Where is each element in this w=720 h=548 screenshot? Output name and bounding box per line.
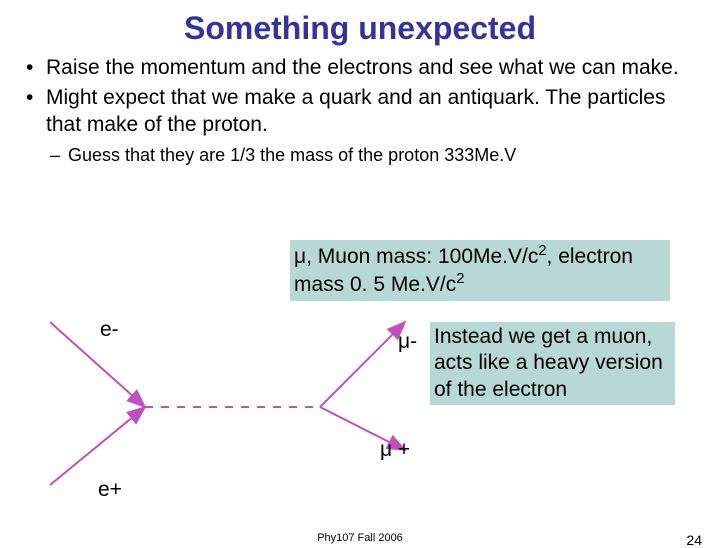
bullet-2-1: Guess that they are 1/3 the mass of the … bbox=[24, 144, 696, 167]
bullet-list: Raise the momentum and the electrons and… bbox=[0, 55, 720, 167]
muon-mass-box: μ, Muon mass: 100Me.V/c2, electron mass … bbox=[290, 240, 670, 301]
label-e-minus: e- bbox=[100, 318, 119, 342]
sup-1: 2 bbox=[538, 243, 546, 259]
footer-center: Phy107 Fall 2006 bbox=[0, 532, 720, 544]
result-box: Instead we get a muon, acts like a heavy… bbox=[430, 322, 675, 405]
feynman-diagram bbox=[30, 310, 430, 500]
slide-title: Something unexpected bbox=[0, 0, 720, 55]
bullet-2: Might expect that we make a quark and an… bbox=[24, 85, 696, 138]
sup-2: 2 bbox=[456, 271, 464, 287]
muon-mass-text-1: μ, Muon mass: 100Me.V/c bbox=[294, 245, 538, 268]
page-number: 24 bbox=[686, 532, 702, 548]
label-e-plus: e+ bbox=[98, 478, 122, 502]
bullet-1: Raise the momentum and the electrons and… bbox=[24, 55, 696, 81]
label-mu-plus: μ + bbox=[380, 438, 410, 462]
label-mu-minus: μ- bbox=[398, 330, 417, 354]
